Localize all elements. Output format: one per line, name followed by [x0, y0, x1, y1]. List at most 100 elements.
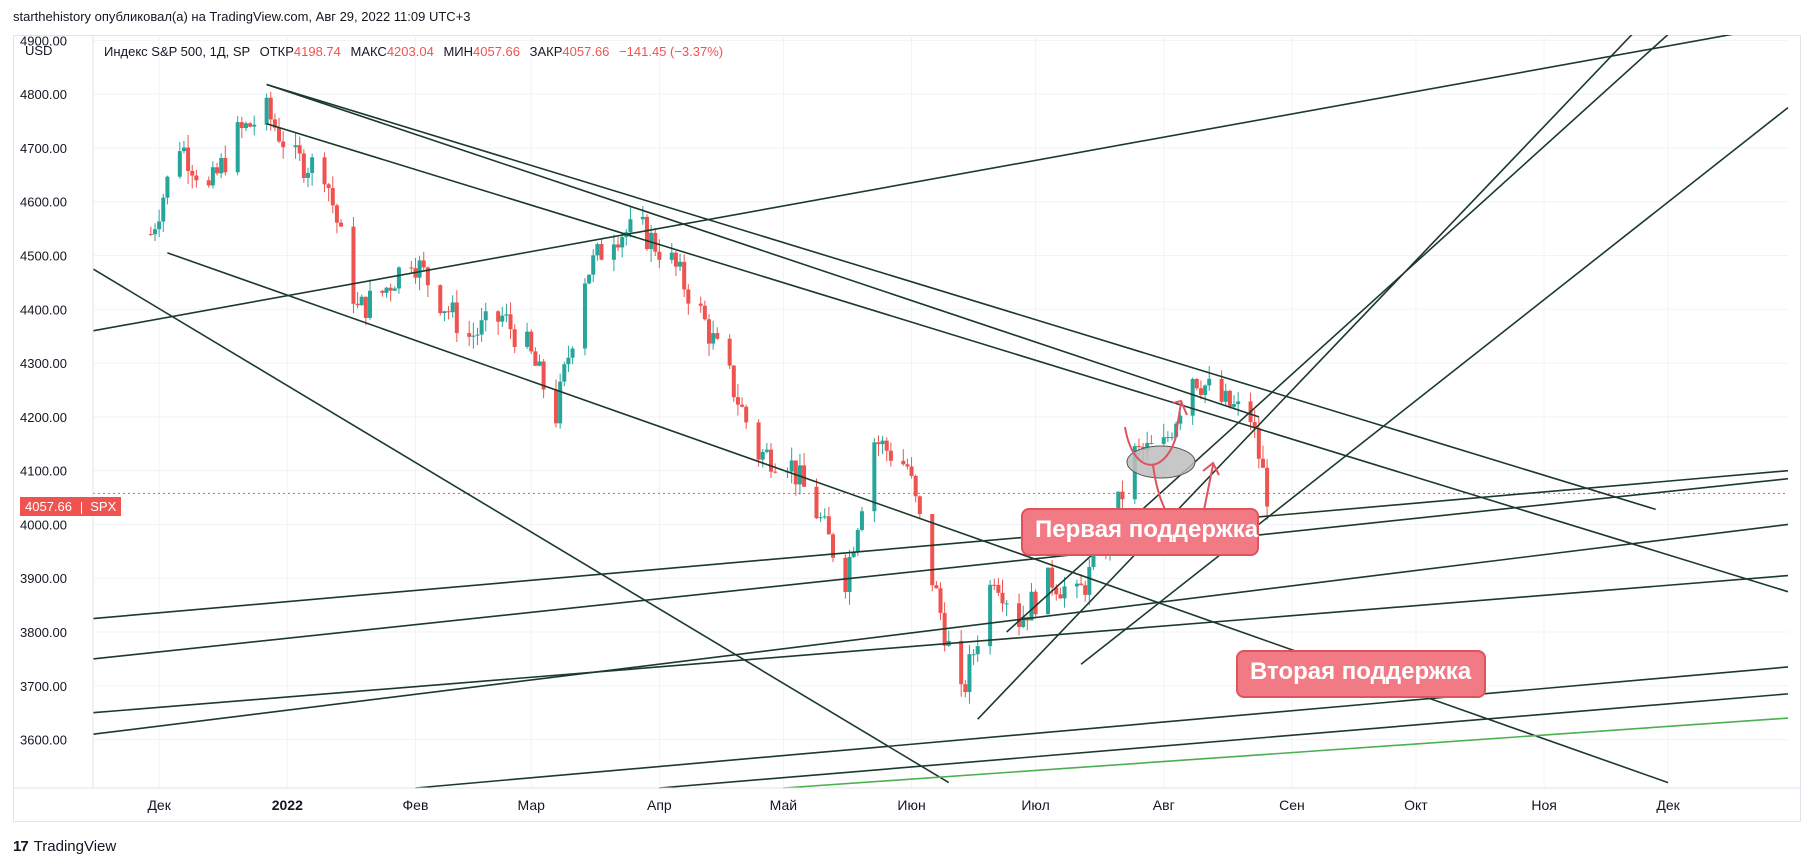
candle-body: [901, 460, 906, 465]
candle-body: [570, 348, 575, 358]
trendline[interactable]: [415, 666, 1789, 789]
candle-body: [1252, 422, 1257, 429]
trendline[interactable]: [92, 574, 1789, 714]
y-tick-label: 4200.00: [20, 410, 67, 425]
candle-body: [425, 267, 430, 286]
candle-body: [301, 153, 306, 178]
trendline[interactable]: [92, 35, 1788, 332]
candle-body: [678, 261, 683, 267]
candle-body: [934, 585, 939, 589]
callout-second-support-text: Вторая поддержка: [1250, 658, 1472, 685]
candle-body: [1079, 583, 1084, 586]
candle-body: [847, 556, 852, 593]
callout-second-support[interactable]: Вторая поддержка: [1236, 650, 1486, 698]
trendline[interactable]: [659, 693, 1789, 789]
candle-body: [322, 157, 327, 185]
trendline[interactable]: [266, 122, 1789, 593]
trendline[interactable]: [783, 717, 1789, 789]
candle-body: [876, 442, 881, 445]
candle-body: [826, 516, 831, 535]
candle-body: [988, 584, 993, 647]
candle-body: [582, 283, 587, 349]
candle-body: [297, 145, 302, 154]
candle-body: [277, 127, 282, 142]
candle-body: [264, 97, 269, 125]
candle-body: [744, 406, 749, 423]
x-tick-label: Июл: [1021, 797, 1049, 813]
x-tick-label: Мар: [518, 797, 546, 813]
candle-body: [1170, 437, 1175, 439]
candle-body: [305, 172, 310, 178]
candle-body: [310, 157, 315, 173]
candle-body: [243, 123, 248, 129]
candle-body: [1236, 401, 1241, 405]
candle-body: [913, 475, 918, 497]
trendline[interactable]: [266, 83, 1656, 511]
candle-body: [917, 496, 922, 515]
candle-body: [851, 551, 856, 557]
candle-body: [657, 251, 662, 260]
candle-body: [1194, 379, 1199, 389]
candle-body: [971, 654, 976, 656]
candle-body: [1091, 552, 1096, 567]
trendline[interactable]: [92, 523, 1789, 736]
trendline[interactable]: [92, 469, 1789, 620]
candle-body: [620, 237, 625, 248]
candle-body: [268, 97, 273, 120]
trendline[interactable]: [266, 83, 1260, 418]
trendline[interactable]: [977, 35, 1639, 720]
candle-body: [587, 274, 592, 284]
candle-body: [206, 180, 211, 186]
trendlines[interactable]: [92, 35, 1789, 789]
candle-body: [992, 584, 997, 586]
candle-body: [1083, 585, 1088, 595]
candle-body: [1223, 390, 1228, 402]
candle-body: [769, 449, 773, 472]
candle-body: [334, 205, 339, 223]
candle-body: [649, 232, 654, 250]
x-tick-label: Фев: [403, 797, 429, 813]
brand-footer[interactable]: 17 TradingView: [13, 838, 116, 855]
candle-body: [417, 260, 422, 278]
candle-body: [1149, 442, 1154, 444]
candle-body: [855, 529, 860, 552]
x-tick-label: 2022: [272, 797, 303, 813]
candle-body: [215, 167, 220, 174]
candle-body: [996, 584, 1001, 593]
candle-body: [859, 511, 864, 530]
candle-body: [235, 122, 240, 173]
callout-first-support[interactable]: Первая поддержка: [1021, 508, 1259, 556]
candle-body: [731, 365, 736, 398]
trendline[interactable]: [1080, 106, 1789, 665]
trendline[interactable]: [92, 268, 950, 784]
candle-body: [529, 331, 534, 352]
candle-body: [591, 255, 596, 275]
candle-body: [165, 176, 170, 198]
candle-body: [454, 302, 459, 334]
candle-body: [1232, 404, 1237, 407]
candle-body: [673, 252, 678, 267]
trendline[interactable]: [167, 252, 1669, 784]
x-tick-label: Июн: [897, 797, 925, 813]
candle-body: [599, 244, 604, 260]
candle-body: [153, 229, 158, 235]
candle-body: [773, 471, 778, 473]
x-tick-label: Ноя: [1531, 797, 1556, 813]
candle-body: [1062, 586, 1067, 599]
candle-body: [396, 267, 401, 289]
trendline[interactable]: [92, 477, 1789, 660]
candle-body: [388, 287, 393, 291]
x-tick-label: Апр: [647, 797, 672, 813]
price-chart[interactable]: 4900.00 4800.00 4700.00 4600.00 4500.00 4400.…: [13, 35, 1801, 822]
candle-body: [793, 460, 798, 485]
arrowhead-second: [1202, 461, 1220, 476]
candle-body: [1033, 591, 1038, 615]
x-tick-label: Сен: [1279, 797, 1305, 813]
candle-body: [1198, 388, 1203, 395]
candle-body: [181, 147, 186, 152]
candle-body: [471, 335, 476, 337]
candle-body: [1145, 442, 1150, 451]
candle-body: [1045, 567, 1050, 615]
candle-body: [644, 216, 649, 250]
candle-body: [190, 170, 195, 176]
